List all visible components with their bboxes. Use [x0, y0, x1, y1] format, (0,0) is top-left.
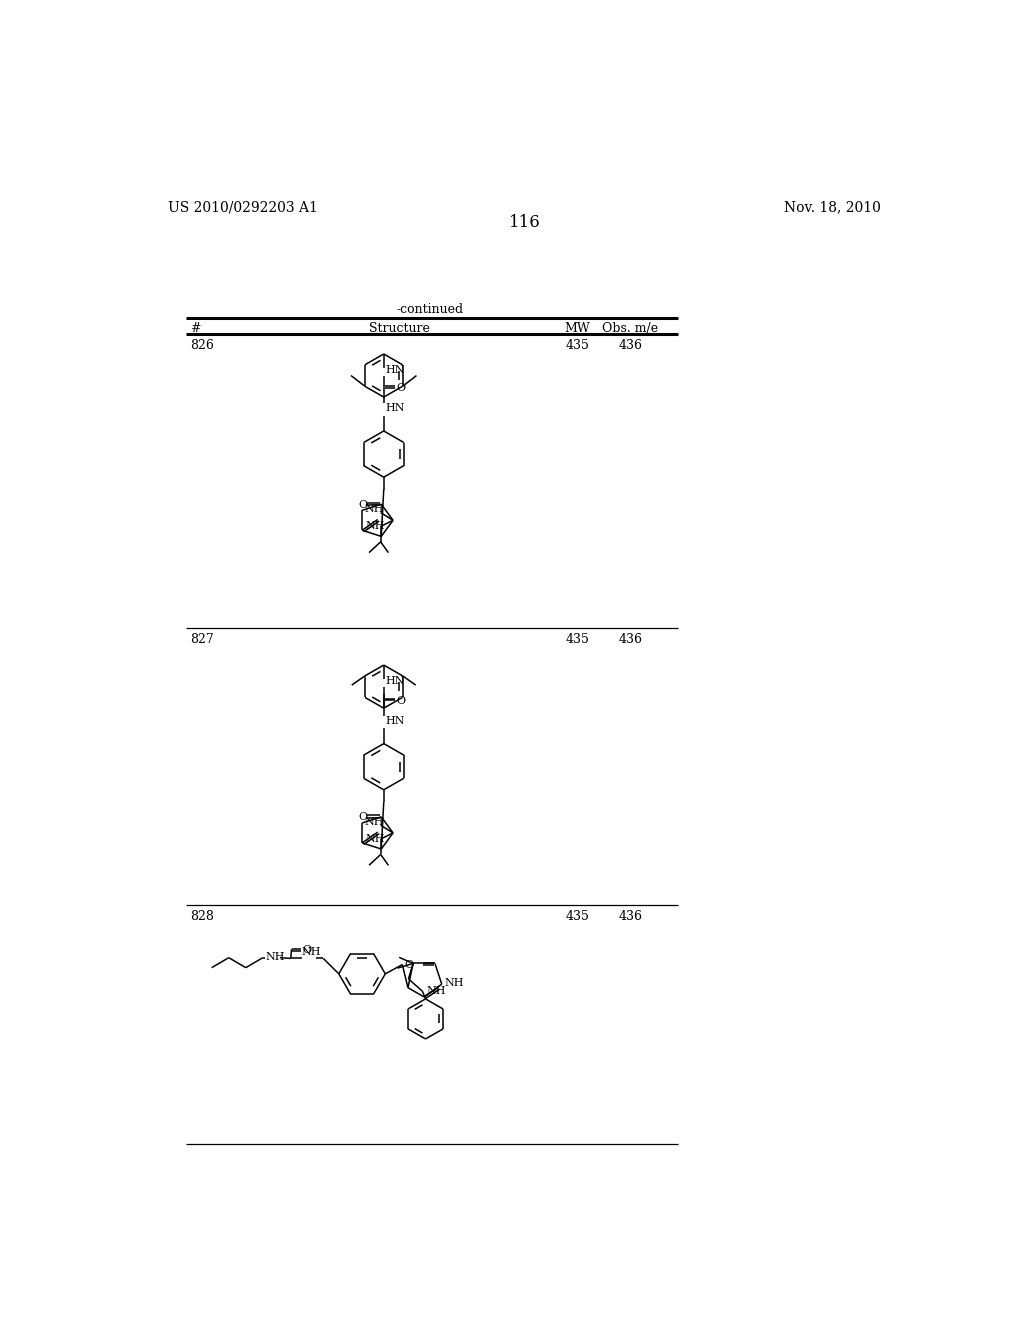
Text: NH: NH — [302, 948, 322, 957]
Text: 435: 435 — [565, 339, 590, 351]
Text: #: # — [190, 322, 201, 335]
Text: NH: NH — [365, 817, 384, 826]
Text: NH: NH — [365, 504, 384, 515]
Text: 435: 435 — [565, 909, 590, 923]
Text: O: O — [302, 945, 311, 954]
Text: 826: 826 — [190, 339, 214, 351]
Text: NH: NH — [366, 521, 385, 531]
Text: O: O — [396, 696, 406, 706]
Text: O: O — [358, 499, 368, 510]
Text: Nov. 18, 2010: Nov. 18, 2010 — [784, 201, 882, 215]
Text: O: O — [404, 961, 414, 970]
Text: HN: HN — [385, 676, 404, 686]
Text: Structure: Structure — [369, 322, 430, 335]
Text: 436: 436 — [618, 339, 642, 351]
Text: NH: NH — [266, 952, 286, 962]
Text: 827: 827 — [190, 632, 214, 645]
Text: 435: 435 — [565, 632, 590, 645]
Text: NH: NH — [444, 978, 464, 987]
Text: 436: 436 — [618, 909, 642, 923]
Text: MW: MW — [564, 322, 591, 335]
Text: US 2010/0292203 A1: US 2010/0292203 A1 — [168, 201, 318, 215]
Text: -continued: -continued — [396, 304, 464, 317]
Text: NH: NH — [426, 986, 445, 997]
Text: HN: HN — [385, 404, 404, 413]
Text: Obs. m/e: Obs. m/e — [602, 322, 658, 335]
Text: HN: HN — [385, 364, 404, 375]
Text: 828: 828 — [190, 909, 214, 923]
Text: O: O — [396, 383, 406, 393]
Text: O: O — [358, 812, 368, 822]
Text: HN: HN — [385, 715, 404, 726]
Text: 116: 116 — [509, 214, 541, 231]
Text: NH: NH — [366, 834, 385, 843]
Text: 436: 436 — [618, 632, 642, 645]
